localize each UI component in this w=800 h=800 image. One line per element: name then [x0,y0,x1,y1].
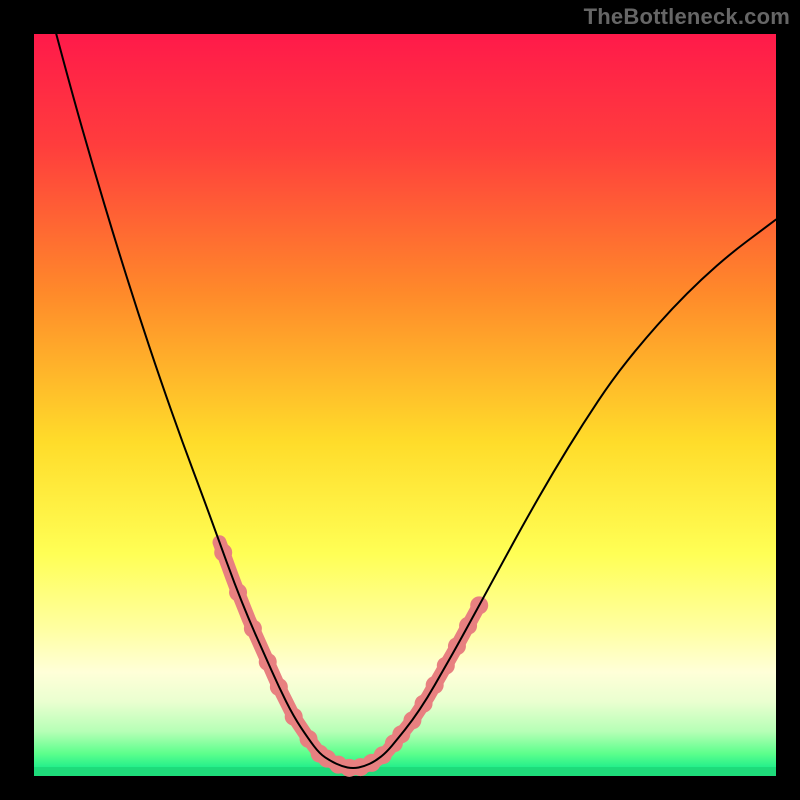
plot-background [34,34,776,776]
green-band [34,767,776,776]
attribution-text: TheBottleneck.com [584,4,790,30]
chart-container: TheBottleneck.com [0,0,800,800]
bottleneck-chart [0,0,800,800]
